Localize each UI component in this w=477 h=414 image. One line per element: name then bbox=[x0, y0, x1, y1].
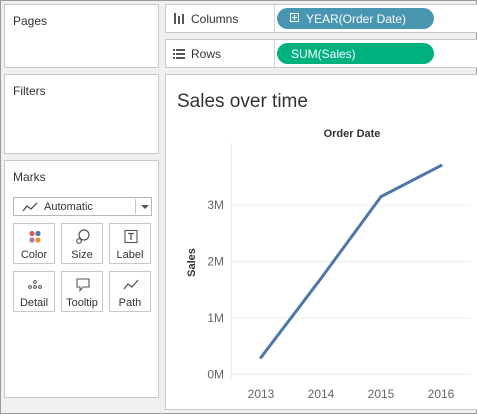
color-label: Color bbox=[20, 249, 48, 261]
size-label: Size bbox=[71, 249, 93, 261]
path-button[interactable]: Path bbox=[109, 271, 151, 312]
tooltip-speech-icon bbox=[76, 278, 90, 292]
x-tick-label: 2016 bbox=[428, 387, 455, 401]
marks-card: Marks Automatic Color Size bbox=[4, 160, 159, 398]
y-tick-label: 1M bbox=[207, 311, 224, 325]
sum-sales-pill[interactable]: SUM(Sales) bbox=[277, 43, 434, 64]
shelf-divider bbox=[274, 40, 275, 67]
y-tick-label: 3M bbox=[207, 198, 224, 212]
y-axis-label: Sales bbox=[186, 248, 198, 277]
pages-card[interactable]: Pages bbox=[4, 4, 159, 68]
dropdown-divider bbox=[135, 199, 136, 214]
mark-type-label: Automatic bbox=[44, 201, 93, 213]
filters-card[interactable]: Filters bbox=[4, 74, 159, 154]
color-dots-icon bbox=[29, 230, 41, 243]
rows-shelf[interactable]: Rows SUM(Sales) bbox=[165, 39, 477, 68]
pages-title: Pages bbox=[13, 14, 48, 28]
y-tick-label: 2M bbox=[207, 255, 224, 269]
y-tick-label: 0M bbox=[207, 367, 224, 381]
data-point bbox=[439, 164, 443, 168]
detail-label: Detail bbox=[19, 297, 49, 309]
columns-pill-label: YEAR(Order Date) bbox=[306, 12, 407, 26]
line-chart-icon bbox=[22, 202, 38, 212]
path-line-icon bbox=[123, 279, 139, 290]
series-line bbox=[259, 164, 443, 359]
x-tick-label: 2014 bbox=[308, 387, 335, 401]
detail-dots-icon bbox=[28, 280, 42, 289]
chevron-down-icon[interactable] bbox=[141, 205, 149, 209]
columns-icon bbox=[174, 13, 184, 24]
rows-label: Rows bbox=[191, 47, 222, 61]
x-tick-label: 2013 bbox=[248, 387, 275, 401]
column-header: Order Date bbox=[324, 128, 381, 140]
shelf-divider bbox=[274, 5, 275, 32]
expand-plus-icon[interactable] bbox=[290, 13, 299, 22]
tooltip-label: Tooltip bbox=[66, 297, 98, 309]
text-label-icon bbox=[124, 229, 138, 244]
size-bubble-icon bbox=[76, 229, 90, 244]
rows-icon bbox=[173, 49, 185, 59]
x-tick-label: 2015 bbox=[368, 387, 395, 401]
data-point bbox=[319, 276, 323, 280]
columns-shelf[interactable]: Columns YEAR(Order Date) bbox=[165, 4, 477, 33]
size-button[interactable]: Size bbox=[61, 223, 103, 264]
path-label: Path bbox=[118, 297, 142, 309]
data-point bbox=[259, 355, 263, 359]
year-order-date-pill[interactable]: YEAR(Order Date) bbox=[277, 8, 434, 29]
tooltip-button[interactable]: Tooltip bbox=[61, 271, 103, 312]
detail-button[interactable]: Detail bbox=[13, 271, 55, 312]
line-chart: Order Date Sales 0M 1M 2M 3M 2013 2014 2015 2016 bbox=[186, 128, 471, 401]
mark-type-dropdown[interactable]: Automatic bbox=[13, 197, 152, 216]
data-point bbox=[379, 195, 383, 199]
label-label: Label bbox=[116, 249, 144, 261]
marks-title: Marks bbox=[13, 170, 46, 184]
color-button[interactable]: Color bbox=[13, 223, 55, 264]
sheet-title: Sales over time bbox=[177, 91, 308, 112]
rows-pill-label: SUM(Sales) bbox=[291, 47, 356, 61]
filters-title: Filters bbox=[13, 84, 46, 98]
label-button[interactable]: Label bbox=[109, 223, 151, 264]
view-canvas[interactable]: Sales over time Order Date Sales 0M 1M 2M 3M 2… bbox=[165, 74, 477, 410]
columns-label: Columns bbox=[191, 12, 239, 26]
